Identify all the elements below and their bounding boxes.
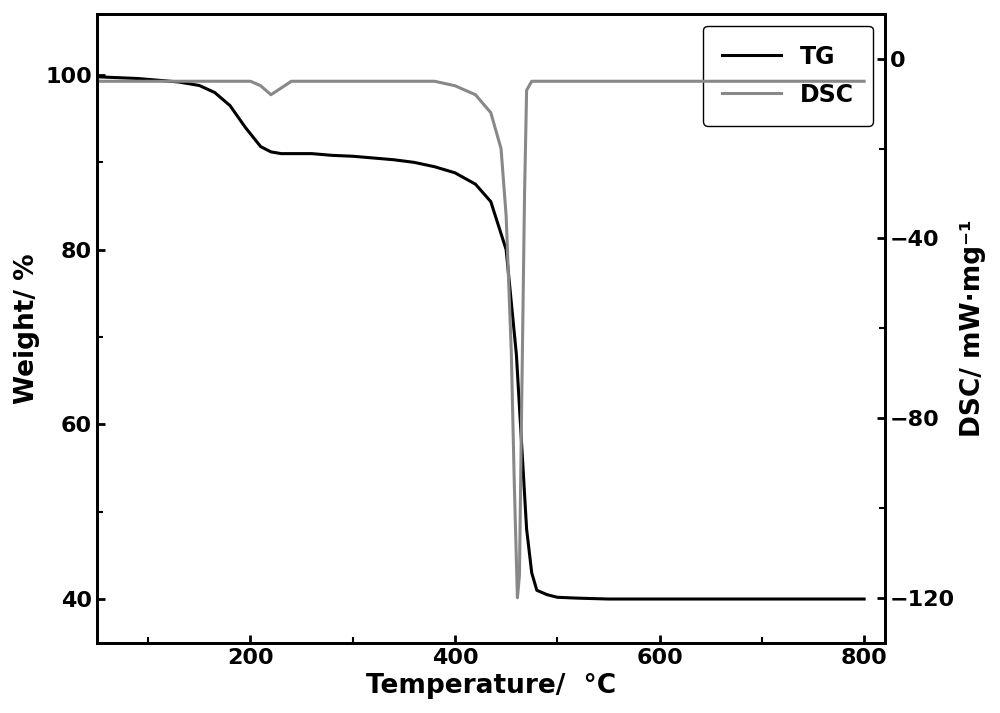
TG [541, 590, 553, 599]
TG [306, 149, 318, 158]
TG [429, 163, 441, 171]
Line: DSC: DSC [97, 81, 864, 597]
DSC [193, 77, 205, 86]
TG [152, 76, 164, 85]
Legend: TG, DSC: TG, DSC [703, 26, 873, 125]
TG [112, 73, 124, 82]
DSC [526, 77, 538, 86]
TG [510, 350, 522, 359]
DSC [285, 77, 297, 86]
DSC [515, 414, 527, 422]
TG [209, 88, 221, 97]
TG [91, 73, 103, 81]
TG [132, 74, 144, 83]
TG [572, 594, 584, 602]
X-axis label: Temperature/  °C: Temperature/ °C [366, 673, 616, 699]
DSC [244, 77, 256, 86]
TG [275, 149, 287, 158]
Line: TG: TG [97, 77, 864, 599]
Y-axis label: Weight/ %: Weight/ % [14, 253, 40, 404]
TG [551, 593, 563, 602]
TG [239, 123, 251, 132]
TG [485, 198, 497, 206]
TG [654, 595, 666, 603]
TG [500, 245, 512, 254]
DSC [519, 189, 531, 198]
TG [408, 158, 420, 167]
DSC [429, 77, 441, 86]
DSC [551, 77, 563, 86]
DSC [654, 77, 666, 86]
DSC [521, 86, 533, 95]
DSC [485, 108, 497, 117]
TG [388, 155, 400, 164]
DSC [142, 77, 154, 86]
TG [265, 148, 277, 156]
DSC [858, 77, 870, 86]
DSC [347, 77, 359, 86]
DSC [469, 91, 481, 99]
TG [173, 78, 185, 86]
TG [255, 143, 267, 151]
DSC [255, 81, 267, 90]
DSC [508, 481, 520, 490]
DSC [260, 86, 272, 95]
DSC [449, 81, 461, 90]
TG [193, 81, 205, 90]
DSC [572, 77, 584, 86]
DSC [756, 77, 768, 86]
DSC [541, 77, 553, 86]
DSC [500, 212, 512, 220]
TG [515, 438, 527, 446]
Y-axis label: DSC/ mW·mg⁻¹: DSC/ mW·mg⁻¹ [960, 220, 986, 437]
TG [858, 595, 870, 603]
TG [347, 152, 359, 160]
TG [602, 595, 614, 603]
DSC [91, 77, 103, 86]
TG [469, 180, 481, 188]
TG [367, 154, 379, 163]
TG [521, 525, 533, 533]
TG [326, 151, 338, 160]
DSC [505, 347, 517, 355]
DSC [495, 144, 507, 153]
TG [449, 168, 461, 177]
DSC [265, 91, 277, 99]
TG [285, 149, 297, 158]
DSC [531, 77, 543, 86]
DSC [511, 593, 523, 602]
TG [526, 568, 538, 577]
TG [531, 586, 543, 595]
DSC [513, 571, 525, 580]
TG [224, 101, 236, 110]
TG [756, 595, 768, 603]
